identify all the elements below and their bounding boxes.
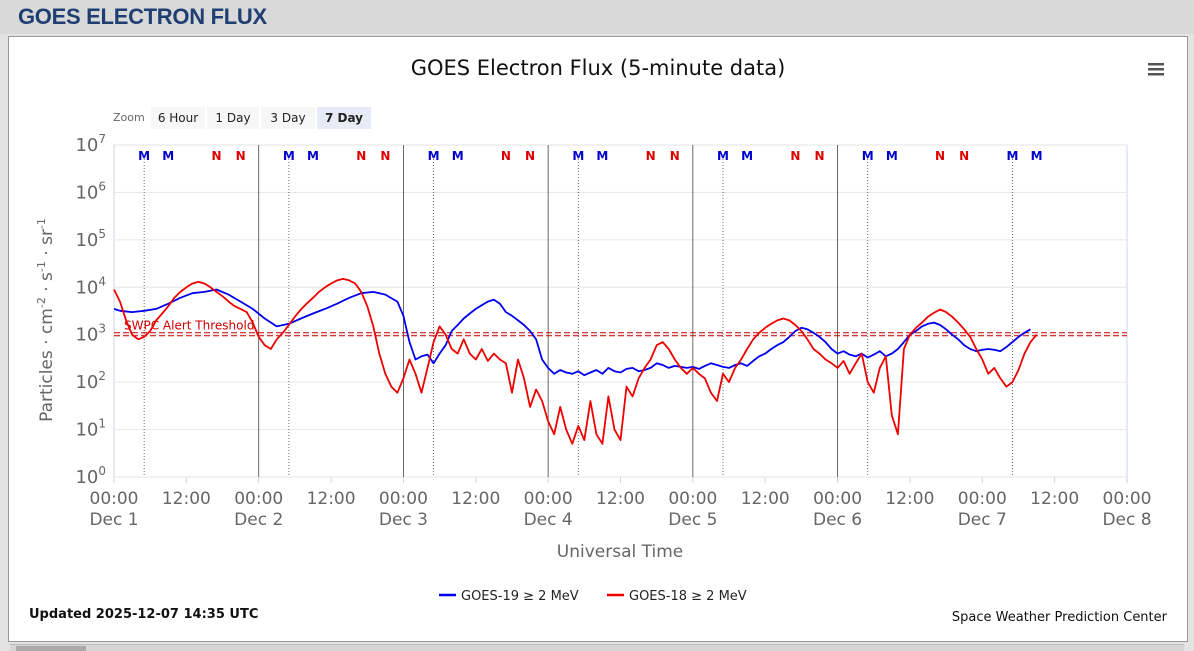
marker-label-n: N: [501, 149, 511, 163]
x-tick-date-label: Dec 4: [524, 510, 573, 530]
marker-label-m: M: [138, 149, 150, 163]
marker-label-m: M: [886, 149, 898, 163]
electron-flux-chart: GOES Electron Flux (5-minute data) Zoom …: [29, 55, 1168, 625]
credit-label: Space Weather Prediction Center: [952, 610, 1168, 625]
marker-label-m: M: [428, 149, 440, 163]
hamburger-menu-icon[interactable]: [1145, 55, 1167, 77]
x-tick-time-label: 12:00: [162, 489, 211, 509]
x-tick-date-label: Dec 2: [234, 510, 283, 530]
y-tick-label: 103: [75, 322, 106, 346]
marker-label-n: N: [211, 149, 221, 163]
zoom-button-6-hour[interactable]: 6 Hour: [151, 107, 205, 129]
legend: GOES-19 ≥ 2 MeV GOES-18 ≥ 2 MeV: [439, 589, 747, 604]
scrollbar-thumb[interactable]: [16, 646, 86, 651]
x-axis-title: Universal Time: [557, 542, 683, 562]
zoom-button-1-day[interactable]: 1 Day: [207, 107, 259, 129]
marker-label-n: N: [525, 149, 535, 163]
zoom-button-label: 6 Hour: [158, 111, 198, 125]
chart-title: GOES Electron Flux (5-minute data): [411, 56, 786, 80]
zoom-button-label: 7 Day: [325, 111, 363, 125]
page-header: GOES ELECTRON FLUX: [0, 0, 1194, 34]
marker-label-m: M: [1006, 149, 1018, 163]
legend-label-goes18: GOES-18 ≥ 2 MeV: [629, 589, 747, 604]
zoom-buttons: 6 Hour 1 Day 3 Day 7 Day: [151, 107, 371, 129]
plot-border: [113, 144, 1128, 478]
marker-label-m: M: [162, 149, 174, 163]
updated-timestamp: Updated 2025-12-07 14:35 UTC: [29, 607, 258, 622]
marker-label-n: N: [670, 149, 680, 163]
x-tick-time-label: 00:00: [234, 489, 283, 509]
chart-panel: GOES Electron Flux (5-minute data) Zoom …: [8, 36, 1188, 642]
marker-label-n: N: [935, 149, 945, 163]
x-tick-time-label: 00:00: [90, 489, 139, 509]
zoom-button-bg: [261, 107, 315, 129]
marker-label-n: N: [646, 149, 656, 163]
marker-label-m: M: [307, 149, 319, 163]
x-tick-date-label: Dec 5: [668, 510, 717, 530]
x-tick-time-label: 12:00: [885, 489, 934, 509]
marker-label-m: M: [596, 149, 608, 163]
series-line-goes19: [113, 288, 1031, 377]
y-tick-label: 101: [75, 417, 106, 441]
x-tick-time-label: 12:00: [596, 489, 645, 509]
alert-threshold-label: SWPC Alert Threshold: [124, 319, 254, 333]
series-line-goes18: [113, 278, 1038, 445]
marker-label-n: N: [959, 149, 969, 163]
y-tick-label: 104: [75, 274, 106, 298]
x-tick-time-label: 12:00: [741, 489, 790, 509]
y-tick-label: 100: [75, 464, 106, 488]
x-tick-time-label: 00:00: [813, 489, 862, 509]
x-tick-date-label: Dec 6: [813, 510, 862, 530]
zoom-button-7-day[interactable]: 7 Day: [317, 107, 371, 129]
zoom-button-bg: [151, 107, 205, 129]
zoom-button-bg: [207, 107, 259, 129]
marker-label-m: M: [862, 149, 874, 163]
x-tick-time-label: 00:00: [1103, 489, 1152, 509]
legend-item-goes18[interactable]: GOES-18 ≥ 2 MeV: [607, 589, 747, 604]
zoom-button-label: 1 Day: [215, 111, 250, 125]
marker-label-n: N: [236, 149, 246, 163]
x-tick-date-label: Dec 7: [958, 510, 1007, 530]
legend-label-goes19: GOES-19 ≥ 2 MeV: [461, 589, 579, 604]
y-tick-label: 106: [75, 179, 106, 203]
marker-label-n: N: [356, 149, 366, 163]
zoom-button-bg: [317, 107, 371, 129]
x-tick-date-label: Dec 1: [89, 510, 138, 530]
marker-label-m: M: [1031, 149, 1043, 163]
zoom-label: Zoom: [113, 111, 145, 124]
x-tick-time-label: 00:00: [958, 489, 1007, 509]
y-tick-label: 102: [75, 369, 106, 393]
marker-label-n: N: [814, 149, 824, 163]
x-tick-date-label: Dec 3: [379, 510, 428, 530]
marker-label-m: M: [572, 149, 584, 163]
zoom-button-3-day[interactable]: 3 Day: [261, 107, 315, 129]
x-tick-date-label: Dec 8: [1102, 510, 1151, 530]
marker-label-m: M: [717, 149, 729, 163]
page-title: GOES ELECTRON FLUX: [18, 4, 267, 29]
y-axis-title: Particles · cm-2 · s-1 · sr-1: [35, 218, 57, 422]
zoom-button-label: 3 Day: [270, 111, 305, 125]
x-tick-time-label: 00:00: [524, 489, 573, 509]
x-tick-time-label: 00:00: [379, 489, 428, 509]
horizontal-scrollbar[interactable]: [10, 644, 1184, 651]
marker-label-m: M: [452, 149, 464, 163]
y-tick-label: 105: [75, 227, 106, 251]
marker-label-m: M: [283, 149, 295, 163]
x-tick-time-label: 12:00: [1030, 489, 1079, 509]
x-tick-time-label: 12:00: [451, 489, 500, 509]
legend-item-goes19[interactable]: GOES-19 ≥ 2 MeV: [439, 589, 579, 604]
x-tick-time-label: 00:00: [668, 489, 717, 509]
marker-label-n: N: [380, 149, 390, 163]
x-tick-time-label: 12:00: [307, 489, 356, 509]
marker-label-m: M: [741, 149, 753, 163]
marker-label-n: N: [790, 149, 800, 163]
y-tick-label: 107: [75, 132, 106, 156]
